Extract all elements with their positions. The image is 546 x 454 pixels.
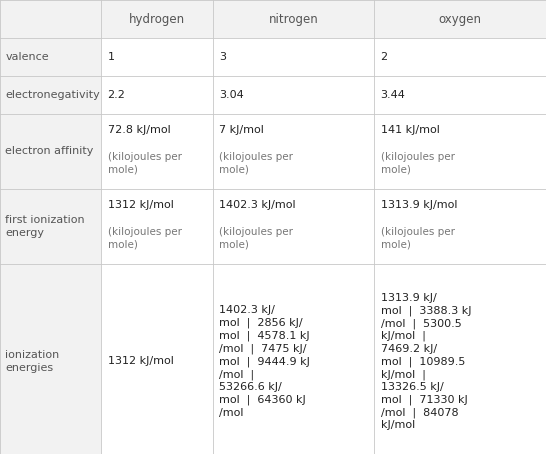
Text: 141 kJ/mol: 141 kJ/mol [381, 125, 440, 135]
Text: 1402.3 kJ/
mol  |  2856 kJ/
mol  |  4578.1 kJ
/mol  |  7475 kJ/
mol  |  9444.9 k: 1402.3 kJ/ mol | 2856 kJ/ mol | 4578.1 k… [219, 306, 310, 418]
Text: 1: 1 [108, 52, 115, 62]
Text: 1313.9 kJ/
mol  |  3388.3 kJ
/mol  |  5300.5
kJ/mol  |
7469.2 kJ/
mol  |  10989.: 1313.9 kJ/ mol | 3388.3 kJ /mol | 5300.5… [381, 293, 471, 430]
Text: 7 kJ/mol: 7 kJ/mol [219, 125, 264, 135]
Text: (kilojoules per
mole): (kilojoules per mole) [108, 227, 182, 250]
Text: 1312 kJ/mol: 1312 kJ/mol [108, 356, 174, 366]
Text: (kilojoules per
mole): (kilojoules per mole) [219, 153, 294, 175]
Text: electronegativity: electronegativity [5, 90, 100, 100]
Text: 1312 kJ/mol: 1312 kJ/mol [108, 200, 174, 210]
Text: hydrogen: hydrogen [129, 13, 185, 25]
Text: (kilojoules per
mole): (kilojoules per mole) [219, 227, 294, 250]
Text: (kilojoules per
mole): (kilojoules per mole) [108, 153, 182, 175]
Text: 2: 2 [381, 52, 388, 62]
Text: 1402.3 kJ/mol: 1402.3 kJ/mol [219, 200, 296, 210]
Text: valence: valence [5, 52, 49, 62]
Text: oxygen: oxygen [438, 13, 482, 25]
Text: electron affinity: electron affinity [5, 147, 94, 157]
Text: 1313.9 kJ/mol: 1313.9 kJ/mol [381, 200, 457, 210]
Text: 3: 3 [219, 52, 227, 62]
Text: (kilojoules per
mole): (kilojoules per mole) [381, 153, 455, 175]
Text: (kilojoules per
mole): (kilojoules per mole) [381, 227, 455, 250]
Text: 2.2: 2.2 [108, 90, 126, 100]
Text: 3.04: 3.04 [219, 90, 244, 100]
Text: ionization
energies: ionization energies [5, 350, 60, 373]
Text: 3.44: 3.44 [381, 90, 406, 100]
Bar [0, 0, 546, 38]
Text: nitrogen: nitrogen [269, 13, 318, 25]
Text: first ionization
energy: first ionization energy [5, 215, 85, 238]
Text: 72.8 kJ/mol: 72.8 kJ/mol [108, 125, 170, 135]
